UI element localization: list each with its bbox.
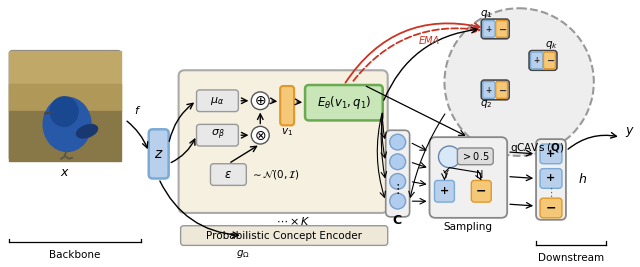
Text: +: + xyxy=(485,25,492,34)
FancyBboxPatch shape xyxy=(305,85,383,120)
Text: +: + xyxy=(440,186,449,196)
FancyBboxPatch shape xyxy=(540,198,562,218)
Text: Backbone: Backbone xyxy=(49,250,100,260)
Text: −: − xyxy=(546,202,556,214)
Text: $x$: $x$ xyxy=(60,166,70,179)
Text: $h$: $h$ xyxy=(578,172,587,186)
FancyBboxPatch shape xyxy=(481,80,509,100)
Text: +: + xyxy=(485,86,492,95)
Text: $\sim \mathcal{N}(0, \mathcal{I})$: $\sim \mathcal{N}(0, \mathcal{I})$ xyxy=(250,168,300,181)
Text: $z$: $z$ xyxy=(154,147,163,161)
Text: Downstream: Downstream xyxy=(538,253,604,263)
Circle shape xyxy=(390,174,406,189)
Circle shape xyxy=(390,154,406,170)
FancyBboxPatch shape xyxy=(179,70,388,213)
Text: −: − xyxy=(476,185,486,198)
FancyBboxPatch shape xyxy=(471,180,492,202)
Circle shape xyxy=(438,146,460,168)
Bar xyxy=(10,84,121,111)
FancyBboxPatch shape xyxy=(280,86,294,125)
FancyBboxPatch shape xyxy=(495,21,508,37)
Text: $\cdots \times K$: $\cdots \times K$ xyxy=(276,215,310,227)
FancyBboxPatch shape xyxy=(495,82,508,98)
Text: −: − xyxy=(499,24,507,34)
Text: +: + xyxy=(547,149,556,159)
FancyBboxPatch shape xyxy=(196,124,238,146)
Circle shape xyxy=(252,92,269,110)
Text: $q_k$: $q_k$ xyxy=(545,39,559,51)
Text: −: − xyxy=(547,56,555,66)
FancyBboxPatch shape xyxy=(536,139,566,220)
Text: N: N xyxy=(476,170,483,179)
Text: $\mathbf{C}$: $\mathbf{C}$ xyxy=(392,214,403,227)
Circle shape xyxy=(444,8,594,156)
Text: Sampling: Sampling xyxy=(444,222,493,232)
Text: $g_{\Omega}$: $g_{\Omega}$ xyxy=(236,248,250,260)
Text: $\epsilon$: $\epsilon$ xyxy=(225,168,232,181)
FancyBboxPatch shape xyxy=(211,164,246,185)
Circle shape xyxy=(390,134,406,150)
Text: $E_{\theta}(v_1, q_1)$: $E_{\theta}(v_1, q_1)$ xyxy=(317,94,371,111)
Text: $\oplus$: $\oplus$ xyxy=(254,94,266,108)
Text: Y: Y xyxy=(442,170,447,179)
Text: $f$: $f$ xyxy=(134,104,141,116)
Ellipse shape xyxy=(44,97,91,151)
Text: $v_1$: $v_1$ xyxy=(281,126,293,138)
Text: $q_2$: $q_2$ xyxy=(480,98,493,110)
Text: qCAVs ($\mathbf{Q}$): qCAVs ($\mathbf{Q}$) xyxy=(509,141,564,155)
FancyBboxPatch shape xyxy=(483,21,495,37)
Text: $\mu_{\alpha}$: $\mu_{\alpha}$ xyxy=(211,95,225,107)
Text: $q_1$: $q_1$ xyxy=(480,8,493,20)
FancyBboxPatch shape xyxy=(483,82,495,98)
Circle shape xyxy=(390,193,406,209)
FancyBboxPatch shape xyxy=(458,148,493,165)
FancyBboxPatch shape xyxy=(529,50,557,70)
FancyBboxPatch shape xyxy=(540,169,562,188)
Circle shape xyxy=(252,126,269,144)
Text: EMA: EMA xyxy=(419,36,440,46)
FancyBboxPatch shape xyxy=(481,19,509,39)
Text: $> 0.5$: $> 0.5$ xyxy=(461,150,490,162)
Bar xyxy=(10,111,121,161)
Text: Probabilistic Concept Encoder: Probabilistic Concept Encoder xyxy=(206,230,362,241)
Text: $\sigma_{\beta}$: $\sigma_{\beta}$ xyxy=(211,128,225,142)
FancyBboxPatch shape xyxy=(10,50,121,161)
FancyBboxPatch shape xyxy=(386,130,410,217)
Bar xyxy=(10,50,121,111)
Text: ⋮: ⋮ xyxy=(392,183,404,196)
FancyBboxPatch shape xyxy=(540,144,562,164)
FancyBboxPatch shape xyxy=(531,52,543,69)
FancyBboxPatch shape xyxy=(543,52,556,69)
FancyBboxPatch shape xyxy=(435,180,454,202)
FancyBboxPatch shape xyxy=(429,137,507,218)
Text: ⋮: ⋮ xyxy=(545,188,557,198)
FancyBboxPatch shape xyxy=(180,226,388,245)
Text: $y$: $y$ xyxy=(625,125,634,139)
FancyBboxPatch shape xyxy=(196,90,238,112)
Text: $\otimes$: $\otimes$ xyxy=(254,129,266,143)
Text: −: − xyxy=(499,85,507,95)
Text: +: + xyxy=(533,56,540,65)
FancyBboxPatch shape xyxy=(148,129,169,178)
Text: +: + xyxy=(547,174,556,183)
Ellipse shape xyxy=(50,97,78,126)
Ellipse shape xyxy=(77,125,97,138)
